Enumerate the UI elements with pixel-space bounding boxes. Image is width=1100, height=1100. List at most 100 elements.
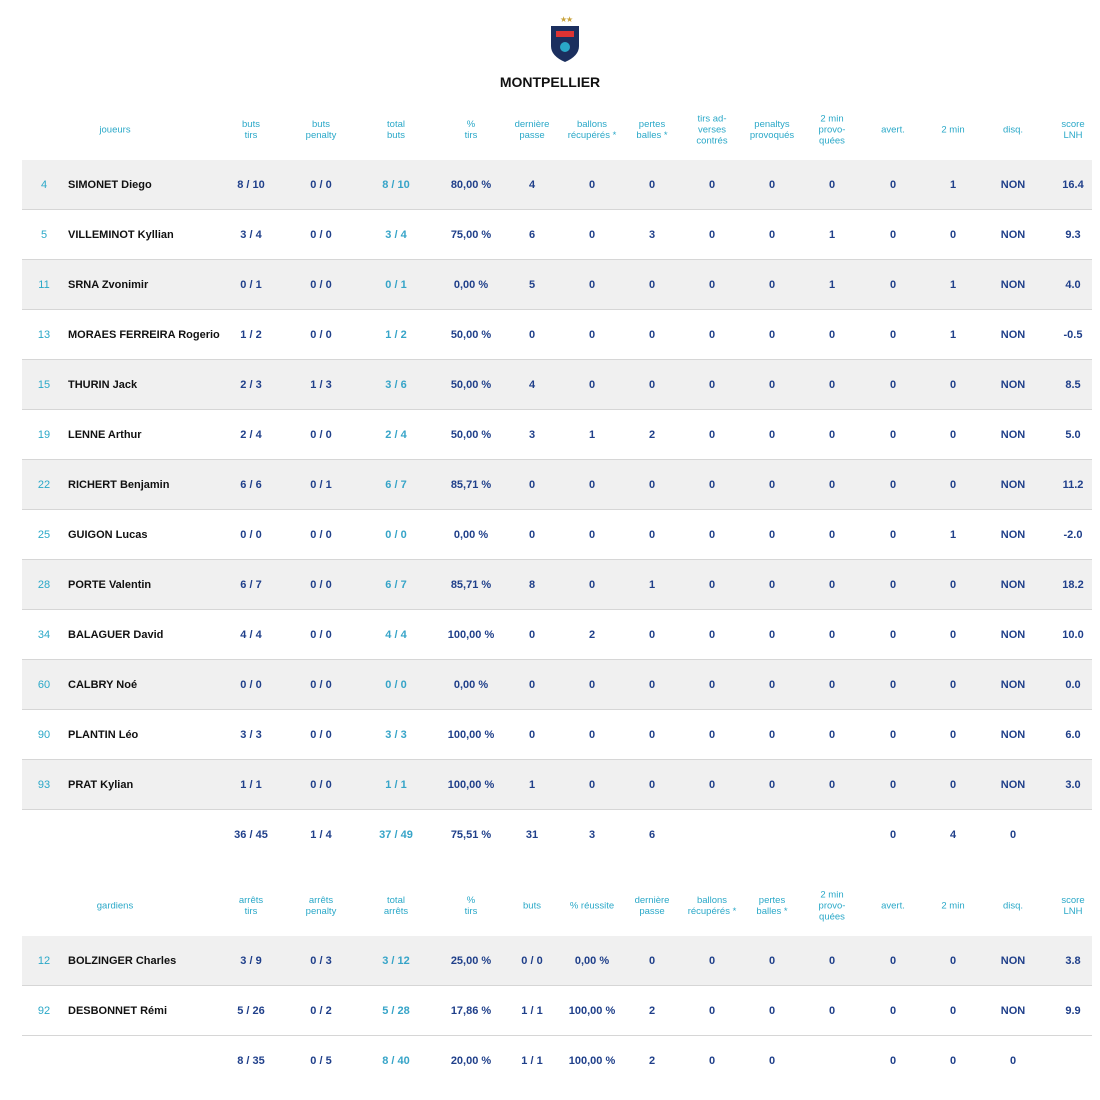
cell: 0 (889, 279, 897, 291)
cell: 0 (768, 429, 776, 441)
player-number: 12 (37, 955, 51, 967)
cell: 10.0 (1062, 629, 1084, 641)
cell: 8 (528, 579, 536, 591)
cell: 0 (768, 379, 776, 391)
cell: 0 / 3 (310, 955, 332, 967)
column-header: pertes balles * (636, 119, 668, 141)
cell: 0 (828, 379, 836, 391)
cell: 0 (588, 729, 596, 741)
cell: 1 (528, 779, 536, 791)
total-cell: 0 (889, 1055, 897, 1067)
cell: 0 (889, 579, 897, 591)
total-cell: 6 (648, 829, 656, 841)
cell: 50,00 % (450, 329, 492, 341)
total-cell: 0 (1009, 829, 1017, 841)
cell: 0 (828, 1005, 836, 1017)
column-header: 2 min provo- quées (818, 889, 846, 923)
cell: 2 / 4 (240, 429, 262, 441)
column-header: disq. (1002, 900, 1024, 912)
cell: 4 / 4 (385, 629, 407, 641)
cell: 0 (528, 529, 536, 541)
player-number: 11 (38, 279, 50, 291)
cell: 0 (828, 179, 836, 191)
cell: 0 (588, 479, 596, 491)
cell: 0 (648, 329, 656, 341)
cell: 0 / 0 (310, 579, 332, 591)
cell: 0 (708, 479, 716, 491)
column-header: buts (523, 900, 541, 912)
club-logo: ★ ★ (551, 15, 579, 62)
cell: 0 (708, 179, 716, 191)
cell: 4 (528, 379, 536, 391)
cell: NON (1000, 579, 1026, 591)
table-row (22, 986, 1092, 1036)
cell: NON (1000, 779, 1026, 791)
cell: 0 (949, 955, 957, 967)
player-number: 93 (37, 779, 51, 791)
table-row (22, 410, 1092, 460)
cell: 1 (949, 329, 957, 341)
cell: 0 / 0 (310, 329, 332, 341)
player-number: 15 (37, 379, 51, 391)
cell: 0 (528, 329, 536, 341)
column-header: penaltys provoqués (749, 119, 795, 141)
cell: 0 (949, 229, 957, 241)
cell: 0 (648, 955, 656, 967)
cell: 85,71 % (450, 579, 492, 591)
cell: 0 (889, 379, 897, 391)
column-header: arrêts tirs (238, 895, 264, 917)
cell: NON (1000, 229, 1026, 241)
cell: 0 / 0 (521, 955, 543, 967)
cell: 80,00 % (450, 179, 492, 191)
cell: 0,00 % (453, 279, 489, 291)
total-cell: 100,00 % (568, 1055, 616, 1067)
cell: 0 (708, 429, 716, 441)
cell: 0 (949, 479, 957, 491)
cell: NON (1000, 279, 1026, 291)
cell: 0 (828, 729, 836, 741)
cell: 0 (889, 1005, 897, 1017)
cell: 0 / 0 (310, 229, 332, 241)
cell: 0 / 0 (310, 179, 332, 191)
cell: 0 (889, 955, 897, 967)
cell: 0 (768, 679, 776, 691)
cell: 0 / 1 (385, 279, 407, 291)
cell: 0 (889, 179, 897, 191)
cell: NON (1000, 479, 1026, 491)
cell: 0 (949, 629, 957, 641)
cell: 0 (949, 379, 957, 391)
cell: 1 (949, 279, 957, 291)
cell: 0 (708, 629, 716, 641)
cell: 4 / 4 (240, 629, 262, 641)
cell: 3 (528, 429, 536, 441)
column-header: avert. (881, 900, 905, 912)
cell: 5.0 (1065, 429, 1081, 441)
table-row (22, 510, 1092, 560)
column-header: total buts (387, 119, 405, 141)
cell: 0 (588, 279, 596, 291)
cell: 9.9 (1065, 1005, 1081, 1017)
column-header: 2 min (941, 124, 965, 136)
cell: 0 (889, 329, 897, 341)
cell: 0 (949, 579, 957, 591)
cell: NON (1000, 529, 1026, 541)
player-name: BOLZINGER Charles (68, 955, 177, 967)
cell: 100,00 % (447, 629, 495, 641)
cell: 0 (528, 629, 536, 641)
cell: 0 / 1 (240, 279, 262, 291)
cell: 100,00 % (568, 1005, 616, 1017)
cell: 0 (949, 679, 957, 691)
column-header: total arrêts (383, 895, 409, 917)
cell: 4 (528, 179, 536, 191)
cell: 0 (648, 379, 656, 391)
cell: 16.4 (1062, 179, 1084, 191)
column-header: ballons récupérés * (687, 895, 737, 917)
cell: 0 (708, 379, 716, 391)
cell: 0 (768, 955, 776, 967)
cell: NON (1000, 679, 1026, 691)
cell: 3 (648, 229, 656, 241)
cell: 8 / 10 (237, 179, 265, 191)
cell: 6 / 7 (240, 579, 262, 591)
cell: 0 (588, 229, 596, 241)
cell: 6 / 7 (385, 579, 407, 591)
